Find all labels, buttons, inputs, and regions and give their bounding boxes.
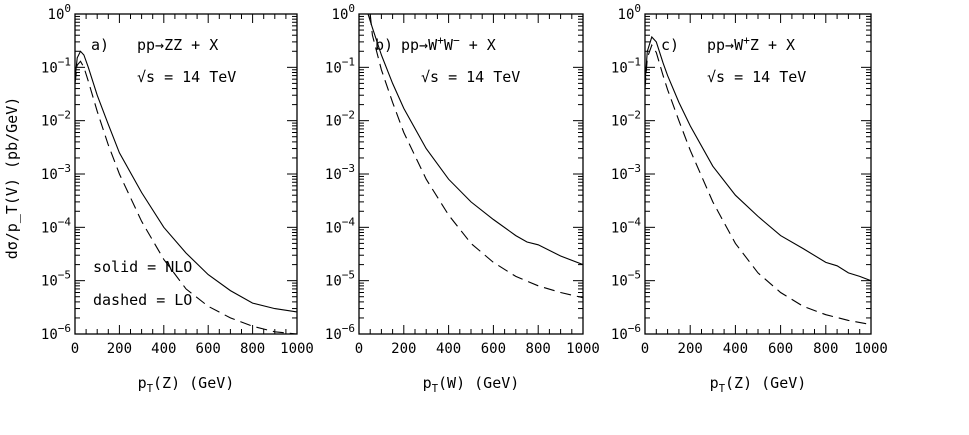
y-tick-label: 10−6 bbox=[611, 322, 641, 343]
x-tick-label: 1000 bbox=[566, 341, 600, 357]
y-tick-label: 10−5 bbox=[325, 269, 355, 290]
y-tick-label: 10−2 bbox=[41, 109, 71, 130]
y-tick-label: 10−1 bbox=[41, 55, 71, 76]
x-axis-title: pT​(Z) (GeV) bbox=[710, 374, 807, 395]
y-tick-label: 10−5 bbox=[611, 269, 641, 290]
y-tick-label: 10−3 bbox=[611, 162, 641, 183]
x-tick-label: 800 bbox=[240, 341, 265, 357]
x-tick-label: 200 bbox=[678, 341, 703, 357]
panel-label: c) bbox=[661, 36, 679, 54]
y-tick-label: 10−1 bbox=[325, 55, 355, 76]
x-tick-label: 400 bbox=[151, 341, 176, 357]
x-tick-label: 400 bbox=[723, 341, 748, 357]
y-tick-label: 10−4 bbox=[325, 215, 355, 236]
panel-1: 0 200 400 600 800 1000 100 10−1 10−2 10−3 10−4 10−5… bbox=[325, 2, 600, 395]
x-tick-label: 0 bbox=[641, 341, 649, 357]
series-nlo-line bbox=[645, 35, 871, 282]
x-tick-label: 600 bbox=[481, 341, 506, 357]
x-tick-label: 400 bbox=[436, 341, 461, 357]
energy-label: √s = 14 TeV bbox=[421, 68, 520, 86]
plot-frame bbox=[358, 13, 584, 335]
process-label: pp→ZZ + X bbox=[137, 36, 218, 54]
series-nlo-line bbox=[75, 50, 297, 313]
x-axis-title: pT​(W) (GeV) bbox=[423, 374, 520, 395]
x-tick-label: 0 bbox=[355, 341, 363, 357]
series-lo-line bbox=[645, 43, 871, 326]
x-tick-label: 600 bbox=[768, 341, 793, 357]
legend-solid: solid = NLO bbox=[93, 258, 192, 276]
y-tick-label: 10−4 bbox=[611, 215, 641, 236]
x-tick-label: 1000 bbox=[854, 341, 888, 357]
panel-label: a) bbox=[91, 36, 109, 54]
process-label: pp→W+​W−​ + X bbox=[401, 34, 496, 54]
plot-frame bbox=[644, 13, 872, 335]
y-tick-label: 10−3 bbox=[325, 162, 355, 183]
y-tick-label: 10−1 bbox=[611, 55, 641, 76]
y-tick-label: 100 bbox=[332, 2, 355, 23]
x-axis-title: pT​(Z) (GeV) bbox=[138, 374, 235, 395]
energy-label: √s = 14 TeV bbox=[137, 68, 236, 86]
y-tick-label: 10−6 bbox=[41, 322, 71, 343]
y-axis-title: dσ/p_T(V) (pb/GeV) bbox=[3, 97, 21, 260]
y-tick-label: 10−4 bbox=[41, 215, 71, 236]
panel-2: 0 200 400 600 800 1000 100 10−1 10−2 10−3 10−4 10−5… bbox=[611, 2, 888, 395]
x-tick-label: 600 bbox=[196, 341, 221, 357]
series-lo-line bbox=[369, 14, 583, 299]
energy-label: √s = 14 TeV bbox=[707, 68, 806, 86]
x-tick-label: 200 bbox=[391, 341, 416, 357]
y-tick-label: 10−2 bbox=[325, 109, 355, 130]
legend-dashed: dashed = LO bbox=[93, 291, 192, 309]
y-tick-label: 10−6 bbox=[325, 322, 355, 343]
series-lo-line bbox=[75, 60, 297, 334]
y-tick-label: 10−3 bbox=[41, 162, 71, 183]
y-tick-label: 10−5 bbox=[41, 269, 71, 290]
process-label: pp→W+​Z + X bbox=[707, 34, 795, 54]
series-nlo-line bbox=[367, 14, 583, 266]
panel-0: 0 200 400 600 800 1000 100 10−1 10−2 10−3 10−4 10−5… bbox=[41, 2, 314, 395]
panel-label: b) bbox=[375, 36, 393, 54]
y-tick-label: 100 bbox=[48, 2, 71, 23]
x-tick-label: 200 bbox=[107, 341, 132, 357]
x-tick-label: 800 bbox=[813, 341, 838, 357]
y-tick-label: 100 bbox=[618, 2, 641, 23]
x-tick-label: 800 bbox=[526, 341, 551, 357]
plot-frame bbox=[74, 13, 298, 335]
y-tick-label: 10−2 bbox=[611, 109, 641, 130]
x-tick-label: 0 bbox=[71, 341, 79, 357]
x-tick-label: 1000 bbox=[280, 341, 314, 357]
